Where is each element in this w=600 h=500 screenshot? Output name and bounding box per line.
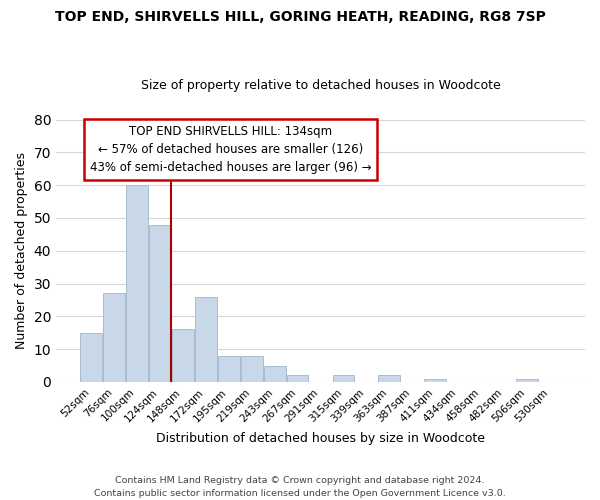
Bar <box>287 376 308 382</box>
Bar <box>149 224 171 382</box>
Bar <box>172 330 194 382</box>
Bar <box>424 378 446 382</box>
Bar <box>264 366 286 382</box>
Bar <box>516 378 538 382</box>
X-axis label: Distribution of detached houses by size in Woodcote: Distribution of detached houses by size … <box>156 432 485 445</box>
Bar <box>241 356 263 382</box>
Bar <box>126 185 148 382</box>
Text: TOP END SHIRVELLS HILL: 134sqm
← 57% of detached houses are smaller (126)
43% of: TOP END SHIRVELLS HILL: 134sqm ← 57% of … <box>90 125 371 174</box>
Bar <box>103 294 125 382</box>
Title: Size of property relative to detached houses in Woodcote: Size of property relative to detached ho… <box>140 79 500 92</box>
Bar <box>332 376 355 382</box>
Bar <box>379 376 400 382</box>
Bar <box>195 296 217 382</box>
Bar <box>218 356 239 382</box>
Bar <box>80 332 102 382</box>
Text: TOP END, SHIRVELLS HILL, GORING HEATH, READING, RG8 7SP: TOP END, SHIRVELLS HILL, GORING HEATH, R… <box>55 10 545 24</box>
Y-axis label: Number of detached properties: Number of detached properties <box>15 152 28 350</box>
Text: Contains HM Land Registry data © Crown copyright and database right 2024.
Contai: Contains HM Land Registry data © Crown c… <box>94 476 506 498</box>
